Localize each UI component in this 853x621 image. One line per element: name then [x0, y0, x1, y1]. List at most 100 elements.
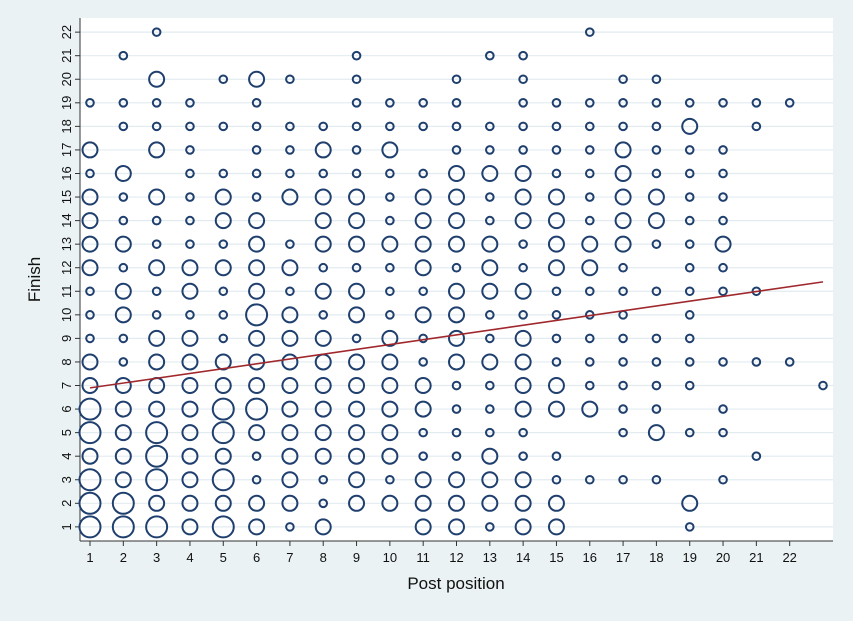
data-point: [551, 357, 562, 367]
data-point: [514, 377, 532, 395]
data-point: [485, 427, 495, 438]
data-point: [314, 400, 332, 418]
data-point: [185, 98, 195, 108]
data-point: [385, 286, 395, 297]
data-point: [81, 235, 99, 253]
data-point: [518, 98, 528, 108]
x-tick-label: 17: [616, 550, 630, 565]
y-tick-label: 9: [59, 335, 74, 342]
data-point: [351, 98, 362, 108]
x-tick-label: 1: [86, 550, 93, 565]
data-point: [751, 451, 762, 461]
x-tick-label: 3: [153, 550, 160, 565]
data-point: [251, 474, 262, 485]
data-point: [481, 494, 499, 512]
data-point: [148, 70, 166, 88]
data-point: [218, 74, 229, 85]
x-tick-label: 14: [516, 550, 530, 565]
data-point: [114, 377, 132, 395]
data-point: [118, 98, 129, 108]
y-tick-label: 15: [59, 190, 74, 204]
data-point: [651, 404, 662, 414]
data-point: [151, 239, 162, 249]
data-point: [148, 259, 166, 277]
data-point: [414, 518, 432, 536]
data-point: [651, 357, 662, 367]
data-point: [784, 98, 795, 108]
x-tick-label: 4: [186, 550, 193, 565]
data-point: [481, 235, 499, 253]
data-point: [181, 353, 199, 371]
y-tick-label: 14: [59, 213, 74, 227]
data-point: [381, 141, 399, 159]
y-tick-label: 2: [59, 500, 74, 507]
data-point: [614, 212, 632, 230]
data-point: [181, 471, 199, 489]
data-point: [581, 400, 599, 418]
data-point: [684, 522, 695, 532]
data-point: [78, 491, 102, 515]
x-tick-label: 5: [220, 550, 227, 565]
data-point: [481, 471, 499, 489]
data-point: [211, 515, 235, 539]
data-point: [451, 98, 462, 108]
data-point: [218, 310, 229, 320]
data-point: [281, 188, 299, 206]
data-point: [684, 239, 695, 249]
data-point: [518, 50, 528, 61]
data-point: [485, 215, 495, 226]
data-point: [385, 262, 395, 273]
data-point: [318, 121, 329, 132]
data-point: [114, 424, 132, 442]
data-point: [285, 239, 295, 249]
data-point: [318, 168, 329, 179]
data-point: [248, 282, 266, 300]
data-point: [414, 400, 432, 418]
data-point: [218, 286, 229, 297]
data-point: [651, 333, 662, 344]
data-point: [181, 447, 199, 465]
data-point: [151, 121, 162, 132]
data-point: [145, 421, 169, 445]
data-point: [151, 215, 162, 226]
y-tick-label: 1: [59, 523, 74, 530]
data-point: [214, 259, 232, 277]
data-point: [551, 310, 562, 320]
data-point: [684, 215, 695, 226]
data-point: [281, 447, 299, 465]
fit-line: [89, 281, 824, 389]
data-point: [448, 518, 465, 536]
data-point: [318, 498, 329, 509]
data-point: [514, 494, 532, 512]
data-point: [448, 329, 465, 347]
data-point: [481, 447, 499, 465]
x-tick-label: 22: [782, 550, 796, 565]
data-point: [448, 235, 465, 253]
data-point: [418, 357, 428, 367]
data-point: [547, 518, 565, 536]
data-point: [148, 494, 166, 512]
data-point: [718, 427, 728, 438]
x-tick-label: 21: [749, 550, 763, 565]
data-point: [514, 329, 532, 347]
data-point: [314, 141, 332, 159]
data-point: [218, 239, 229, 249]
data-point: [248, 235, 266, 253]
data-point: [218, 168, 229, 179]
data-point: [348, 353, 366, 371]
data-point: [481, 164, 499, 182]
y-tick-label: 17: [59, 143, 74, 157]
data-point: [118, 192, 129, 202]
data-point: [684, 262, 695, 273]
data-point: [481, 259, 499, 277]
data-point: [618, 333, 628, 344]
data-point: [485, 404, 495, 414]
data-point: [584, 168, 595, 179]
data-point: [285, 145, 295, 155]
y-tick-label: 8: [59, 358, 74, 365]
data-point: [348, 282, 366, 300]
data-point: [514, 518, 532, 536]
data-point: [151, 286, 162, 297]
data-point: [381, 494, 399, 512]
data-point: [418, 286, 428, 297]
